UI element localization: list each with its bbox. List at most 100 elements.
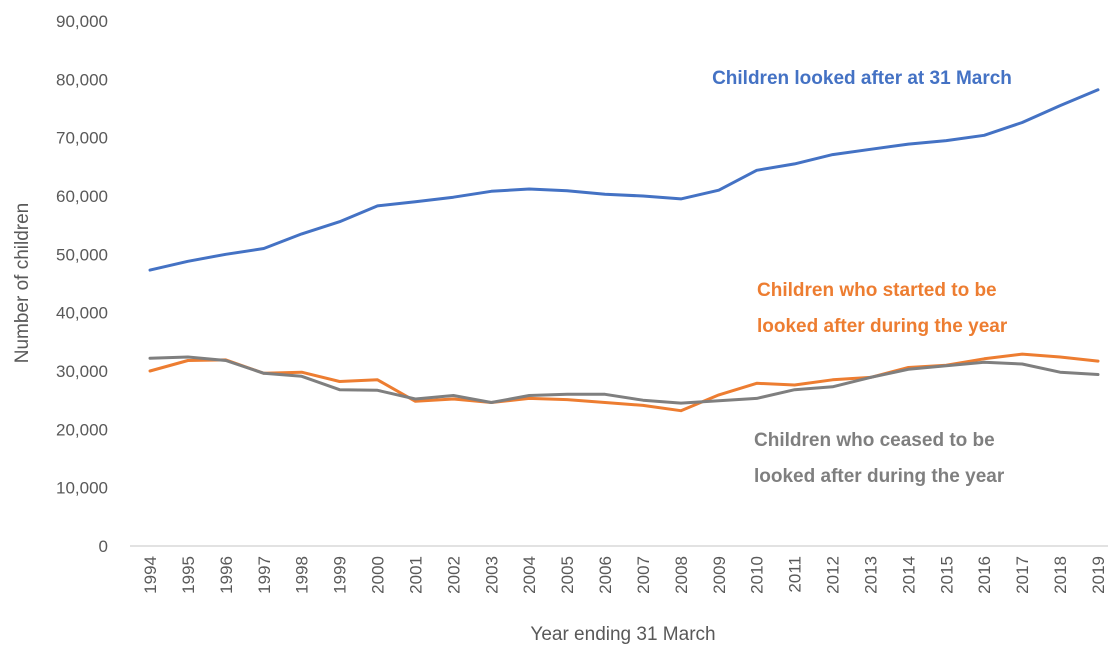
x-tick-label: 2016: [975, 556, 994, 594]
data-point: [983, 361, 986, 364]
x-tick-label: 2010: [748, 556, 767, 594]
data-point: [945, 139, 948, 142]
x-tick-label: 1999: [331, 556, 350, 594]
x-tick-label: 2019: [1089, 556, 1108, 594]
data-point: [1097, 88, 1100, 91]
data-point: [717, 189, 720, 192]
data-point: [983, 134, 986, 137]
series-label: Children who ceased to be: [754, 430, 995, 451]
data-point: [452, 398, 455, 401]
data-point: [1021, 121, 1024, 124]
data-point: [1059, 104, 1062, 107]
data-point: [376, 204, 379, 207]
y-axis-ticks: 0 10,000 20,000 30,000 40,000 50,000 60,000 70,…: [56, 12, 108, 556]
data-point: [490, 190, 493, 193]
data-point: [642, 195, 645, 198]
series-label: looked after during the year: [757, 316, 1008, 337]
series-labels: Children looked after at 31 March Childre…: [712, 68, 1012, 487]
data-point: [186, 356, 189, 359]
data-point: [642, 399, 645, 402]
data-point: [224, 253, 227, 256]
x-tick-label: 2000: [369, 556, 388, 594]
series-lines: [148, 88, 1100, 413]
data-point: [983, 357, 986, 360]
x-tick-label: 1994: [141, 556, 160, 594]
data-point: [528, 397, 531, 400]
x-tick-label: 2003: [482, 556, 501, 594]
x-tick-label: 1995: [179, 556, 198, 594]
data-point: [414, 398, 417, 401]
x-tick-label: 2004: [520, 556, 539, 594]
data-point: [679, 409, 682, 412]
data-point: [376, 378, 379, 381]
data-point: [755, 382, 758, 385]
data-point: [907, 143, 910, 146]
data-point: [414, 200, 417, 203]
data-point: [1097, 360, 1100, 363]
data-point: [831, 385, 834, 388]
series-line-0: [148, 88, 1100, 272]
data-point: [566, 393, 569, 396]
data-point: [300, 371, 303, 374]
y-tick-label: 60,000: [56, 187, 108, 206]
y-axis-title: Number of children: [12, 203, 33, 364]
data-point: [528, 394, 531, 397]
x-axis-ticks: 1994 1995 1996 1997 1998 1999 2000 2001 2002 2003…: [141, 556, 1108, 594]
x-tick-label: 2005: [558, 556, 577, 594]
series-label: looked after during the year: [754, 466, 1005, 487]
data-point: [566, 189, 569, 192]
data-point: [262, 247, 265, 250]
data-point: [793, 384, 796, 387]
data-point: [604, 193, 607, 196]
data-point: [300, 232, 303, 235]
data-point: [224, 359, 227, 362]
x-tick-label: 2006: [596, 556, 615, 594]
data-point: [755, 397, 758, 400]
x-tick-label: 1996: [217, 556, 236, 594]
x-tick-label: 2007: [634, 556, 653, 594]
data-point: [679, 402, 682, 405]
data-point: [149, 370, 152, 373]
data-point: [186, 359, 189, 362]
data-point: [452, 196, 455, 199]
data-point: [300, 375, 303, 378]
data-point: [604, 401, 607, 404]
y-tick-label: 20,000: [56, 420, 108, 439]
data-point: [831, 153, 834, 156]
y-tick-label: 70,000: [56, 129, 108, 148]
y-tick-label: 40,000: [56, 304, 108, 323]
data-point: [338, 388, 341, 391]
data-point: [452, 394, 455, 397]
data-point: [869, 376, 872, 379]
data-point: [717, 399, 720, 402]
x-tick-label: 2012: [824, 556, 843, 594]
series-label: Children who started to be: [757, 280, 997, 301]
data-point: [376, 389, 379, 392]
data-point: [831, 378, 834, 381]
data-point: [528, 188, 531, 191]
x-tick-label: 2014: [899, 556, 918, 594]
data-point: [717, 393, 720, 396]
x-tick-label: 2002: [444, 556, 463, 594]
data-point: [793, 388, 796, 391]
data-point: [566, 398, 569, 401]
data-point: [945, 364, 948, 367]
data-point: [149, 357, 152, 360]
data-point: [1021, 363, 1024, 366]
y-tick-label: 10,000: [56, 479, 108, 498]
data-point: [907, 368, 910, 371]
series-line-2: [148, 355, 1100, 405]
data-point: [604, 393, 607, 396]
data-point: [1097, 373, 1100, 376]
x-tick-label: 2001: [406, 556, 425, 594]
data-point: [338, 220, 341, 223]
y-tick-label: 30,000: [56, 362, 108, 381]
data-point: [1059, 371, 1062, 374]
data-point: [869, 148, 872, 151]
x-tick-label: 2017: [1013, 556, 1032, 594]
series-line-1: [148, 352, 1100, 413]
data-point: [793, 162, 796, 165]
data-point: [262, 372, 265, 375]
data-point: [338, 380, 341, 383]
